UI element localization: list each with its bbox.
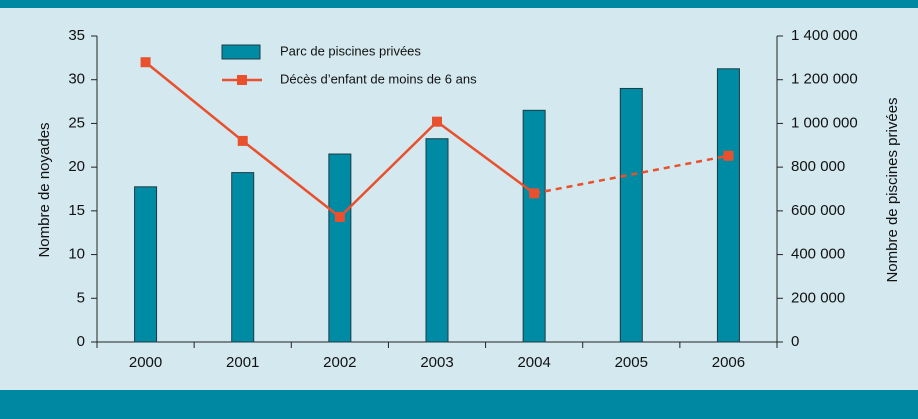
y2-tick-label: 400 000 bbox=[791, 246, 845, 263]
line-segment bbox=[144, 61, 244, 142]
bar bbox=[522, 109, 546, 343]
y-tick-label: 20 bbox=[68, 158, 85, 175]
y2-tick-label: 1 000 000 bbox=[791, 114, 858, 131]
line-marker bbox=[334, 211, 345, 222]
x-tick-label: 2003 bbox=[420, 354, 453, 371]
y2-tick-label: 1 400 000 bbox=[791, 27, 858, 44]
bar bbox=[134, 186, 158, 343]
legend-label: Décès d’enfant de moins de 6 ans bbox=[280, 71, 477, 86]
x-tick-label: 2001 bbox=[226, 354, 259, 371]
y-tick-label: 25 bbox=[68, 114, 85, 131]
y-tick-label: 30 bbox=[68, 71, 85, 88]
x-tick-label: 2005 bbox=[615, 354, 648, 371]
line-marker bbox=[432, 116, 442, 127]
line-segment bbox=[241, 139, 341, 218]
line-marker bbox=[237, 135, 248, 146]
line-segment bbox=[338, 120, 438, 218]
bar bbox=[716, 68, 740, 343]
x-tick-label: 2000 bbox=[129, 354, 162, 371]
line-segment bbox=[436, 120, 535, 195]
line-marker bbox=[140, 57, 151, 68]
y-axis-label: Nombre de noyades bbox=[36, 122, 53, 257]
y2-tick-label: 800 000 bbox=[791, 158, 845, 175]
y-tick-label: 10 bbox=[68, 246, 85, 263]
x-tick-label: 2004 bbox=[517, 354, 550, 371]
bottom-band bbox=[0, 390, 918, 419]
x-tick-label: 2002 bbox=[323, 354, 356, 371]
legend-label: Parc de piscines privées bbox=[280, 43, 421, 58]
line-marker bbox=[723, 150, 734, 161]
bar bbox=[231, 172, 255, 343]
y-tick-label: 5 bbox=[77, 289, 85, 306]
y2-tick-label: 0 bbox=[791, 333, 799, 350]
line-marker bbox=[529, 188, 540, 199]
bar bbox=[425, 138, 449, 343]
bar bbox=[328, 153, 352, 343]
top-band bbox=[0, 0, 918, 8]
y-tick-label: 15 bbox=[68, 202, 85, 219]
y2-tick-label: 200 000 bbox=[791, 289, 845, 306]
y2-axis-label: Nombre de piscines privées bbox=[884, 97, 901, 282]
y2-tick-label: 600 000 bbox=[791, 202, 845, 219]
legend-swatch bbox=[221, 44, 261, 60]
y2-tick-label: 1 200 000 bbox=[791, 71, 858, 88]
legend-swatch bbox=[237, 75, 247, 85]
y-tick-label: 35 bbox=[68, 27, 85, 44]
x-tick-label: 2006 bbox=[712, 354, 745, 371]
y-tick-label: 0 bbox=[77, 333, 85, 350]
bar bbox=[619, 87, 643, 343]
